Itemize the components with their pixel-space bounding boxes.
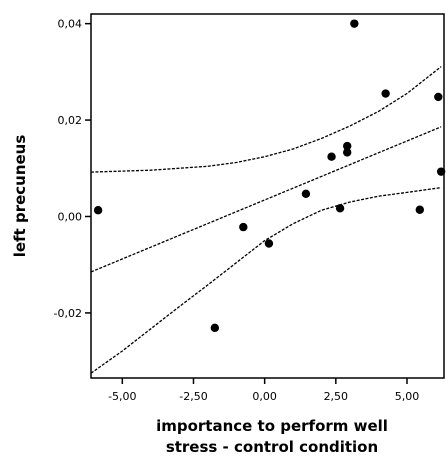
x-tick-label: 5,00: [395, 390, 420, 403]
data-point: [436, 167, 446, 176]
data-point: [343, 148, 352, 157]
ci-lower-line: [90, 186, 442, 374]
data-point: [335, 204, 345, 213]
x-tick-label: -2,50: [179, 390, 207, 403]
data-point: [415, 205, 425, 214]
data-point: [264, 239, 274, 248]
data-point: [381, 89, 390, 98]
y-tick-label: 0,02: [58, 114, 83, 127]
x-tick-label: 2,50: [324, 390, 349, 403]
data-point: [301, 189, 311, 199]
y-tick-label: 0,00: [58, 210, 83, 223]
data-point: [239, 222, 248, 232]
x-axis-title-line-1: importance to perform well: [156, 417, 388, 435]
y-axis-ticks: -0,02 0,00 0,02 0,04: [54, 18, 91, 320]
plot-area: [90, 13, 445, 379]
data-points: [93, 19, 446, 333]
data-point: [210, 323, 220, 333]
ci-upper-line: [90, 66, 442, 173]
y-axis-title: left precuneus: [11, 135, 29, 258]
data-point: [343, 141, 352, 151]
regression-line-group: [90, 126, 442, 273]
data-point: [350, 19, 359, 28]
regression-line: [90, 126, 442, 273]
x-axis-title-line-2: stress - control condition: [166, 438, 378, 456]
y-tick-label: -0,02: [54, 307, 82, 320]
confidence-interval-lines: [90, 66, 442, 374]
data-point: [93, 206, 103, 215]
x-tick-label: -5,00: [108, 390, 136, 403]
data-point: [434, 92, 443, 102]
x-tick-label: 0,00: [252, 390, 277, 403]
y-tick-label: 0,04: [58, 18, 83, 31]
x-axis-ticks: -5,00 -2,50 0,00 2,50 5,00: [108, 378, 419, 403]
data-point: [327, 152, 336, 161]
